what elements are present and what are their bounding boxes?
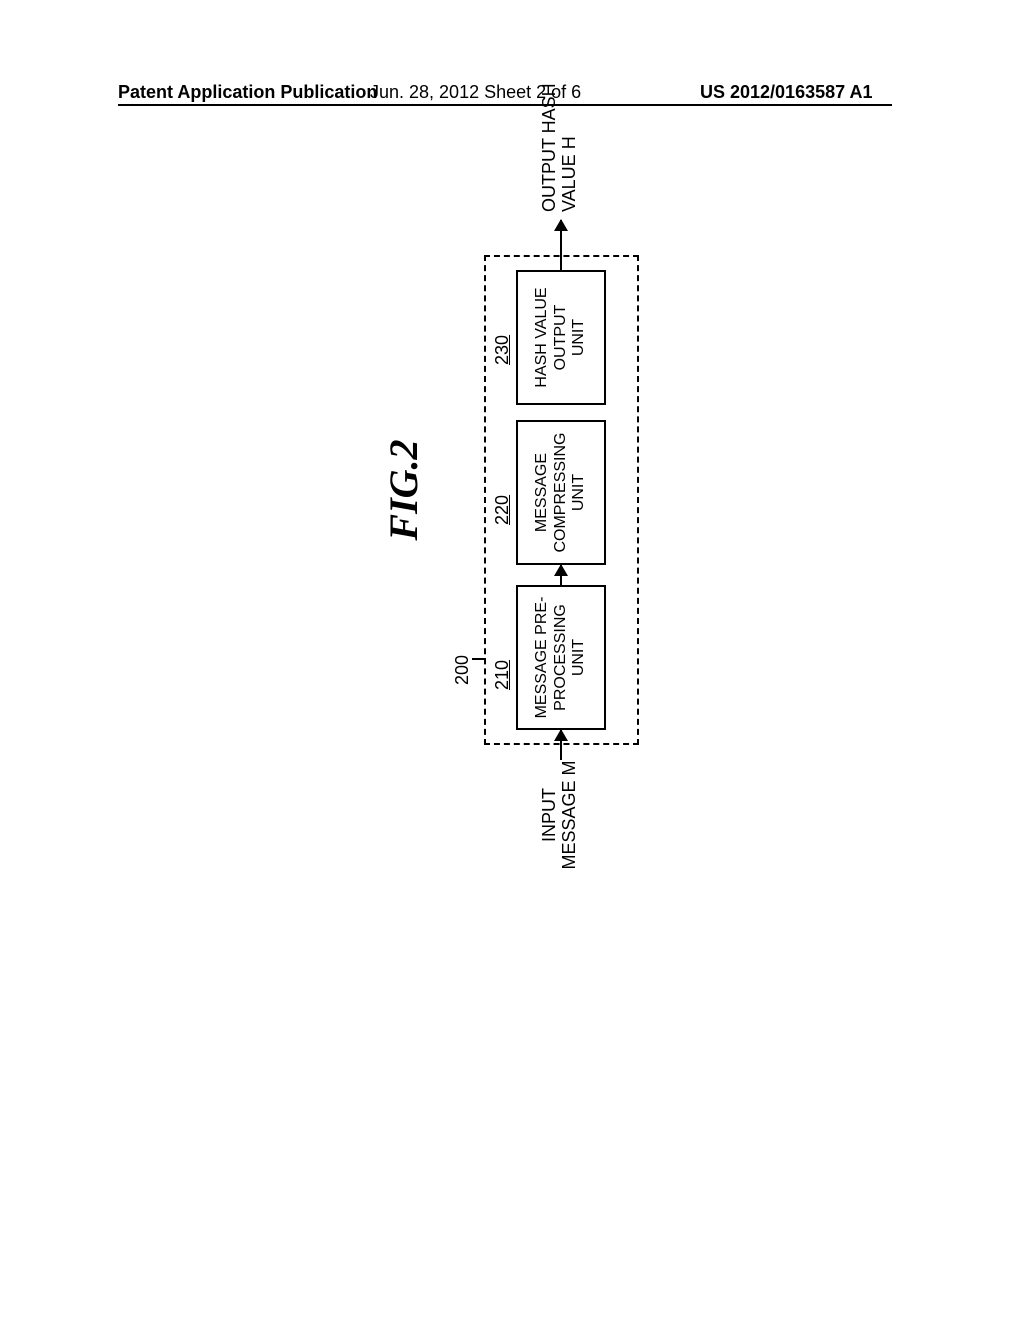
diagram-inner: FIG.2 200 210 MESSAGE PRE- PROCESSING UN… (380, 140, 700, 840)
unit-box-hash-output: HASH VALUE OUTPUT UNIT (516, 270, 606, 405)
figure-diagram: FIG.2 200 210 MESSAGE PRE- PROCESSING UN… (190, 330, 890, 650)
unit-210-line3: UNIT (570, 639, 587, 676)
unit-220-line3: UNIT (570, 474, 587, 511)
header-right-text: US 2012/0163587 A1 (700, 82, 872, 103)
header-rule (118, 104, 892, 106)
unit-230-line3: UNIT (570, 319, 587, 356)
unit-box-preprocessing: MESSAGE PRE- PROCESSING UNIT (516, 585, 606, 730)
arrow-input-to-210 (560, 730, 562, 760)
unit-210-line1: MESSAGE PRE- (533, 597, 550, 719)
unit-220-line1: MESSAGE (533, 453, 550, 532)
unit-230-line1: HASH VALUE (533, 287, 550, 387)
input-label: INPUT MESSAGE M (540, 760, 580, 870)
input-line1: INPUT (539, 788, 559, 842)
output-line2: VALUE H (559, 136, 579, 212)
input-line2: MESSAGE M (559, 760, 579, 869)
unit-220-line2: COMPRESSING (552, 433, 569, 553)
system-number-label: 200 (452, 655, 473, 685)
unit-box-compressing: MESSAGE COMPRESSING UNIT (516, 420, 606, 565)
output-label: OUTPUT HASH VALUE H (540, 52, 580, 212)
system-number-text: 200 (452, 655, 472, 685)
unit-230-line2: OUTPUT (552, 305, 569, 371)
unit-number-210: 210 (492, 660, 513, 690)
header-left-text: Patent Application Publication (118, 82, 377, 103)
page: Patent Application Publication Jun. 28, … (0, 0, 1024, 1320)
output-line1: OUTPUT HASH (539, 83, 559, 212)
figure-title: FIG.2 (380, 140, 427, 840)
unit-number-220: 220 (492, 495, 513, 525)
arrow-230-to-output (560, 220, 562, 270)
unit-number-230: 230 (492, 335, 513, 365)
unit-210-line2: PROCESSING (552, 604, 569, 711)
arrow-210-to-220 (560, 565, 562, 585)
